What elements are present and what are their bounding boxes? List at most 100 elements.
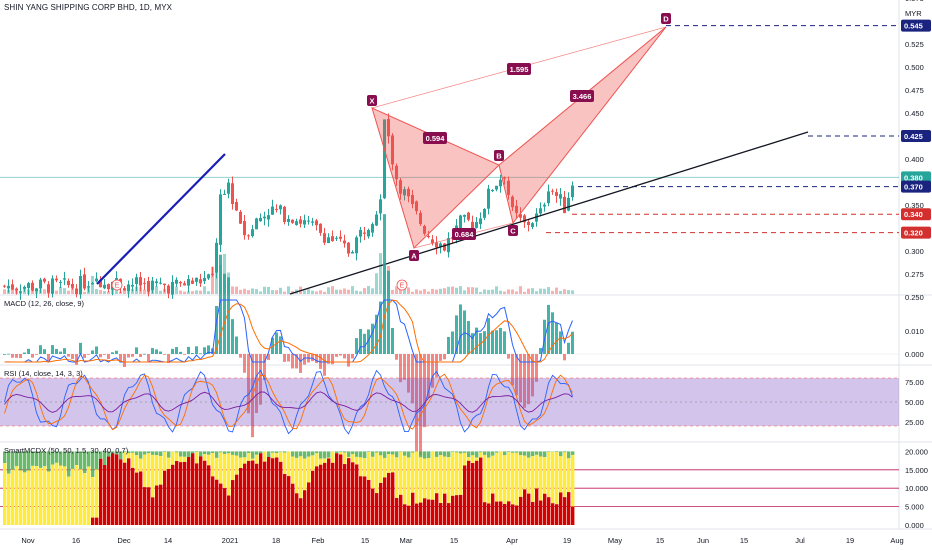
mcdx-green-bar	[343, 451, 347, 453]
price-level-tag-label: 0.340	[904, 210, 923, 219]
mcdx-tick-label: 10.000	[905, 484, 928, 493]
macd-histogram-bar	[339, 354, 342, 356]
volume-bar	[147, 289, 150, 294]
mcdx-yellow-bar	[295, 457, 299, 494]
mcdx-green-bar	[303, 451, 307, 459]
macd-histogram-bar	[519, 354, 522, 403]
mcdx-yellow-bar	[499, 451, 503, 502]
time-tick-label: Apr	[506, 536, 518, 545]
volume-bar	[7, 289, 10, 294]
candle-body	[411, 194, 414, 205]
candle-body	[175, 279, 178, 284]
mcdx-green-bar	[527, 451, 531, 458]
mcdx-red-bar	[99, 458, 103, 525]
mcdx-green-bar	[15, 451, 19, 466]
candle-body	[55, 278, 58, 281]
candle-body	[395, 165, 398, 180]
mcdx-green-bar	[467, 451, 471, 458]
mcdx-green-bar	[75, 451, 79, 466]
volume-bar	[43, 289, 46, 294]
macd-histogram-bar	[163, 354, 166, 355]
volume-bar	[503, 291, 506, 294]
candle-body	[491, 190, 494, 192]
candle-body	[171, 281, 174, 295]
mcdx-green-bar	[239, 451, 243, 458]
mcdx-green-bar	[59, 451, 63, 466]
volume-bar	[343, 288, 346, 294]
candle-body	[163, 283, 166, 286]
volume-bar	[235, 286, 238, 294]
candle-body	[467, 212, 470, 220]
mcdx-red-bar	[467, 460, 471, 525]
volume-bar	[143, 289, 146, 294]
macd-histogram-bar	[467, 321, 470, 354]
mcdx-green-bar	[155, 451, 159, 456]
candle-body	[303, 220, 306, 225]
volume-bar	[435, 289, 438, 294]
mcdx-green-bar	[187, 451, 191, 458]
candle-body	[191, 280, 194, 284]
macd-histogram-bar	[371, 323, 374, 354]
mcdx-green-bar	[299, 451, 303, 457]
volume-bar	[403, 288, 406, 294]
mcdx-red-bar	[339, 454, 343, 525]
candle-body	[251, 229, 254, 237]
macd-histogram-bar	[231, 319, 234, 354]
volume-bar	[519, 286, 522, 294]
mcdx-red-bar	[331, 462, 335, 525]
mcdx-red-bar	[107, 456, 111, 525]
mcdx-green-bar	[39, 451, 43, 468]
mcdx-red-bar	[247, 460, 251, 525]
macd-histogram-bar	[319, 354, 322, 369]
volume-bar	[495, 286, 498, 294]
mcdx-yellow-bar	[223, 453, 227, 489]
mcdx-green-bar	[411, 451, 415, 453]
volume-bar	[463, 290, 466, 294]
candle-body	[255, 218, 258, 230]
time-tick-label: Jun	[697, 536, 709, 545]
candle-body	[511, 196, 514, 208]
macd-tick-label: 0.000	[905, 350, 924, 359]
macd-histogram-bar	[119, 354, 122, 363]
harmonic-point-label: D	[663, 15, 669, 24]
macd-histogram-bar	[87, 354, 90, 355]
time-tick-label: 16	[72, 536, 80, 545]
mcdx-green-bar	[167, 451, 171, 458]
mcdx-yellow-bar	[243, 457, 247, 464]
mcdx-green-bar	[131, 451, 135, 453]
volume-bar	[563, 289, 566, 294]
mcdx-red-bar	[243, 463, 247, 525]
mcdx-red-bar	[379, 482, 383, 525]
time-axis[interactable]: Nov 16 Dec 14 2021 18 Feb 15 Mar 15 Apr 19 May 15 Jun 1…	[21, 536, 903, 545]
mcdx-red-bar	[279, 461, 283, 525]
volume-bar	[39, 289, 42, 294]
volume-bar	[203, 286, 206, 294]
candle-body	[19, 291, 22, 293]
mcdx-red-bar	[335, 453, 339, 525]
mcdx-red-bar	[235, 474, 239, 525]
mcdx-red-bar	[483, 502, 487, 525]
harmonic-triangle-xab	[371, 107, 500, 249]
mcdx-yellow-bar	[363, 458, 367, 477]
mcdx-green-bar	[231, 451, 235, 455]
volume-bar	[451, 286, 454, 294]
mcdx-green-bar	[199, 451, 203, 457]
mcdx-red-bar	[455, 495, 459, 525]
harmonic-point-box	[661, 13, 671, 24]
mcdx-yellow-bar	[543, 457, 547, 494]
mcdx-green-bar	[307, 451, 311, 457]
mcdx-yellow-bar	[95, 469, 99, 518]
price-level-tag	[901, 19, 931, 32]
mcdx-yellow-bar	[23, 472, 27, 525]
volume-bar	[555, 287, 558, 294]
mcdx-red-bar	[527, 493, 531, 525]
mcdx-yellow-bar	[71, 468, 75, 525]
mcdx-green-bar	[175, 451, 179, 453]
mcdx-green-bar	[435, 451, 439, 457]
mcdx-red-bar	[355, 464, 359, 525]
time-tick-label: 2021	[222, 536, 239, 545]
candle-body	[27, 283, 30, 289]
price-axis[interactable]: 0.575 0.525 0.500 0.475 0.450 0.400 0.350 0.300…	[901, 0, 931, 530]
mcdx-green-bar	[555, 451, 559, 453]
